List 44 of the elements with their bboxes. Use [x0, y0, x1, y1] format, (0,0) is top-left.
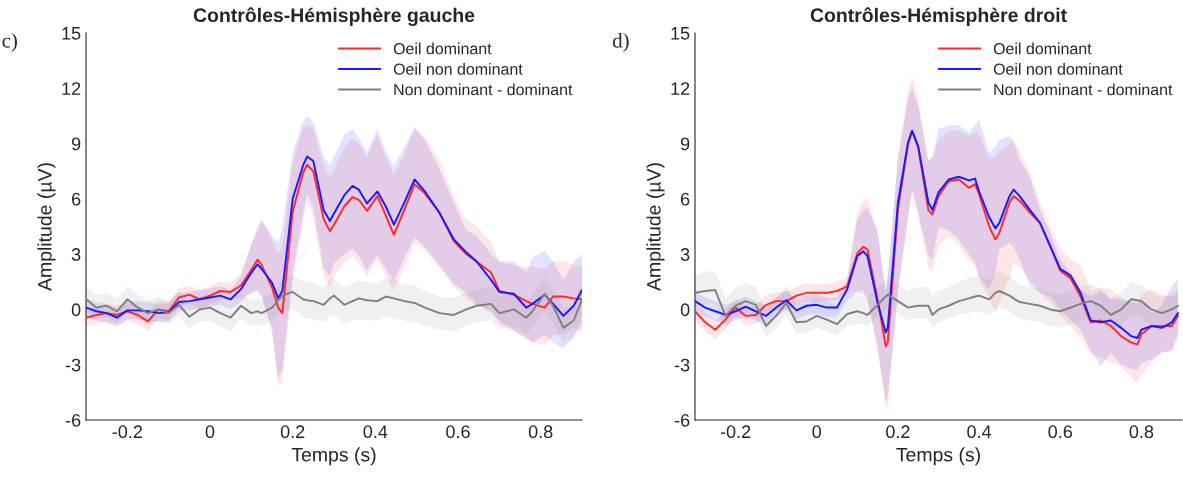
legend-label: Oeil dominant	[393, 42, 492, 55]
y-tick-label: -3	[674, 358, 690, 372]
legend-label: Non dominant - dominant	[994, 83, 1173, 96]
x-tick-label: 0	[812, 425, 822, 439]
y-tick-label: 3	[680, 248, 690, 261]
y-tick-label: -6	[65, 413, 81, 427]
y-tick-label: 15	[62, 27, 81, 40]
x-tick-label: 0.2	[280, 425, 305, 439]
y-tick-label: 6	[681, 192, 690, 206]
y-tick-label: 0	[71, 303, 81, 317]
y-tick-label: 15	[671, 27, 690, 40]
y-tick-label: 6	[72, 192, 81, 206]
y-tick-label: -6	[674, 413, 690, 427]
y-tick-label: 12	[671, 82, 690, 95]
text: c)	[2, 33, 17, 52]
x-tick-label: -0.2	[720, 425, 751, 439]
y-axis-title: Amplitude (µV)	[646, 163, 665, 291]
legend-label: Oeil non dominant	[993, 63, 1123, 75]
y-tick-label: 12	[62, 82, 81, 95]
y-axis-title: Amplitude (µV)	[37, 163, 56, 291]
chart-title: Contrôles-Hémisphère gauche	[193, 7, 475, 27]
y-tick-label: -3	[65, 358, 81, 372]
x-tick-label: 0.6	[1048, 425, 1073, 439]
x-tick-label: 0.4	[967, 425, 992, 439]
y-tick-label: 3	[71, 248, 81, 261]
chart-title: Contrôles-Hémisphère droit	[810, 7, 1067, 26]
x-tick-label: 0.8	[1129, 425, 1154, 439]
line-series	[695, 289, 1179, 327]
line-series	[86, 290, 582, 329]
y-tick-label: 9	[680, 137, 690, 151]
x-tick-label: 0.4	[363, 425, 388, 439]
y-tick-label: 0	[680, 303, 690, 317]
x-axis-title: Temps (s)	[291, 447, 376, 466]
x-tick-label: -0.2	[112, 425, 142, 439]
text: d)	[612, 33, 629, 52]
y-tick-label: 9	[71, 137, 81, 151]
x-tick-label: 0.8	[528, 425, 553, 439]
x-tick-label: 0.6	[446, 425, 470, 439]
x-tick-label: 0	[205, 425, 215, 439]
legend-label: Oeil dominant	[993, 42, 1092, 55]
legend-label: Oeil non dominant	[393, 63, 523, 75]
legend-label: Non dominant - dominant	[394, 83, 573, 96]
x-tick-label: 0.2	[886, 425, 910, 439]
x-axis-title: Temps (s)	[896, 447, 980, 466]
